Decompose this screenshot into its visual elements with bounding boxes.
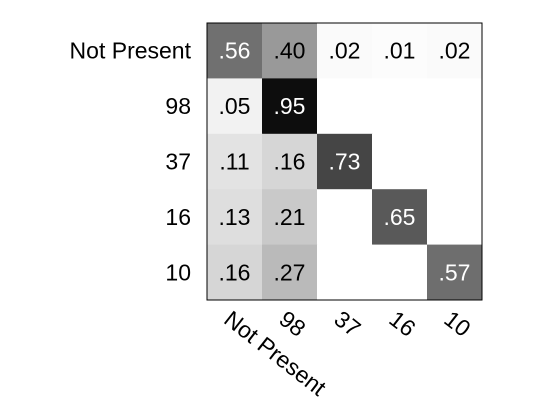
y-tick-labels: Not Present 98 37 16 10 bbox=[70, 38, 192, 286]
y-tick-label: 98 bbox=[165, 93, 191, 119]
heatmap-cell bbox=[372, 244, 428, 301]
x-tick-label: 10 bbox=[439, 305, 475, 341]
x-tick-label: 98 bbox=[274, 305, 310, 341]
cell-value-label: .40 bbox=[274, 38, 306, 64]
cell-value-label: .13 bbox=[219, 204, 251, 230]
heatmap-cell bbox=[372, 78, 428, 135]
heatmap-cell bbox=[317, 133, 373, 190]
cell-value-label: .95 bbox=[274, 93, 306, 119]
cell-value-label: .05 bbox=[219, 93, 251, 119]
heatmap-cell bbox=[317, 23, 373, 79]
heatmap-cell bbox=[427, 244, 483, 301]
heatmap-cell bbox=[317, 189, 373, 246]
x-tick-label: 37 bbox=[329, 305, 365, 341]
heatmap-cell bbox=[262, 189, 318, 246]
cell-value-label: .57 bbox=[439, 259, 471, 285]
heatmap-cell bbox=[427, 78, 483, 135]
x-tick-label: Not Present bbox=[219, 305, 331, 401]
y-tick-label: 16 bbox=[165, 204, 191, 230]
heatmap-cell bbox=[317, 244, 373, 301]
cell-value-label: .16 bbox=[274, 149, 306, 175]
cell-value-label: .01 bbox=[384, 38, 416, 64]
cell-value-label: .21 bbox=[274, 204, 306, 230]
heatmap-cell bbox=[207, 78, 263, 135]
y-tick-label: 10 bbox=[165, 259, 191, 285]
heatmap-cell bbox=[262, 244, 318, 301]
heatmap-cell bbox=[372, 133, 428, 190]
heatmap-cell bbox=[262, 23, 318, 79]
heatmap-cell bbox=[262, 78, 318, 135]
heatmap-cell bbox=[207, 189, 263, 246]
heatmap-cell bbox=[207, 244, 263, 301]
cell-value-label: .27 bbox=[274, 259, 306, 285]
heatmap-cell-labels: .56 .40 .02 .01 .02 .05 .95 .11 .16 .73 .13 .21 .65.… bbox=[219, 38, 471, 286]
heatmap-cell bbox=[427, 23, 483, 79]
heatmap-cell bbox=[427, 133, 483, 190]
cell-value-label: .73 bbox=[329, 149, 361, 175]
x-tick-label: 16 bbox=[384, 305, 420, 341]
heatmap-cell bbox=[372, 189, 428, 246]
y-tick-label: 37 bbox=[165, 149, 191, 175]
cell-value-label: .02 bbox=[329, 38, 361, 64]
cell-value-label: .16 bbox=[219, 259, 251, 285]
y-tick-label: Not Present bbox=[70, 38, 192, 64]
plot-frame bbox=[206, 22, 483, 301]
heatmap-cell bbox=[207, 23, 263, 79]
cell-value-label: .11 bbox=[219, 149, 249, 175]
heatmap-cell bbox=[427, 189, 483, 246]
cell-value-label: .02 bbox=[439, 38, 471, 64]
heatmap-cells bbox=[207, 23, 483, 301]
cell-value-label: .65 bbox=[384, 204, 416, 230]
heatmap-cell bbox=[262, 133, 318, 190]
heatmap-cell bbox=[207, 133, 263, 190]
heatmap-cell bbox=[372, 23, 428, 79]
cell-value-label: .56 bbox=[219, 38, 251, 64]
heatmap-cell bbox=[317, 78, 373, 135]
